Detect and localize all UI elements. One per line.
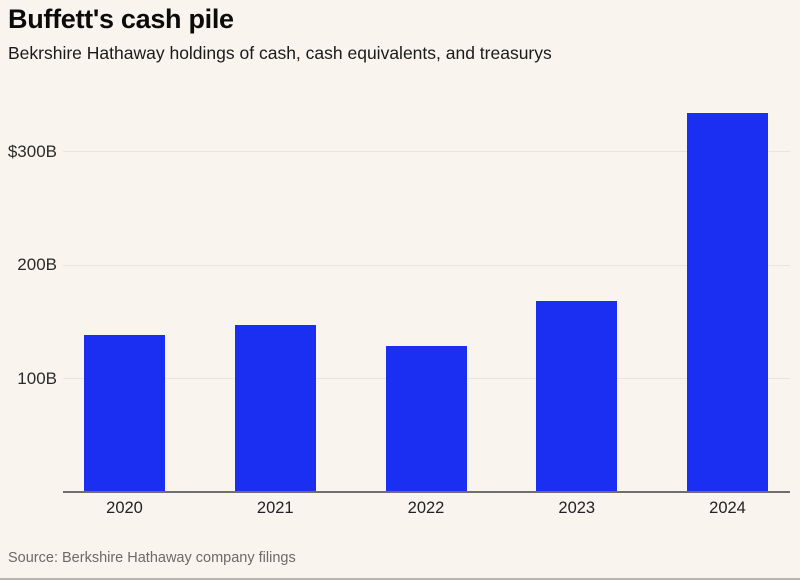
bar-2024 (687, 112, 768, 492)
chart-subtitle: Bekrshire Hathaway holdings of cash, cas… (8, 43, 552, 63)
source-note: Source: Berkshire Hathaway company filin… (8, 550, 296, 566)
x-axis-tick-label-2020: 2020 (106, 499, 143, 517)
chart-title: Buffett's cash pile (8, 4, 234, 34)
bar-2021 (234, 325, 316, 492)
y-axis-tick-label: 200B (17, 255, 57, 274)
bar-2023 (536, 301, 618, 492)
card-bottom-border (0, 578, 800, 580)
y-axis-tick-label: 100B (17, 368, 57, 388)
x-axis-tick-label-2023: 2023 (558, 499, 596, 517)
x-axis-tick-label-2021: 2021 (256, 499, 294, 517)
gridline-200 (63, 264, 790, 266)
bar-2022 (385, 345, 467, 492)
bar-2020 (84, 335, 165, 492)
gridline-300 (63, 151, 790, 152)
y-axis-tick-label: $300B (7, 141, 57, 161)
x-axis-tick-label-2024: 2024 (709, 499, 746, 517)
x-axis-line (63, 491, 790, 493)
x-axis-tick-label-2022: 2022 (407, 499, 445, 517)
